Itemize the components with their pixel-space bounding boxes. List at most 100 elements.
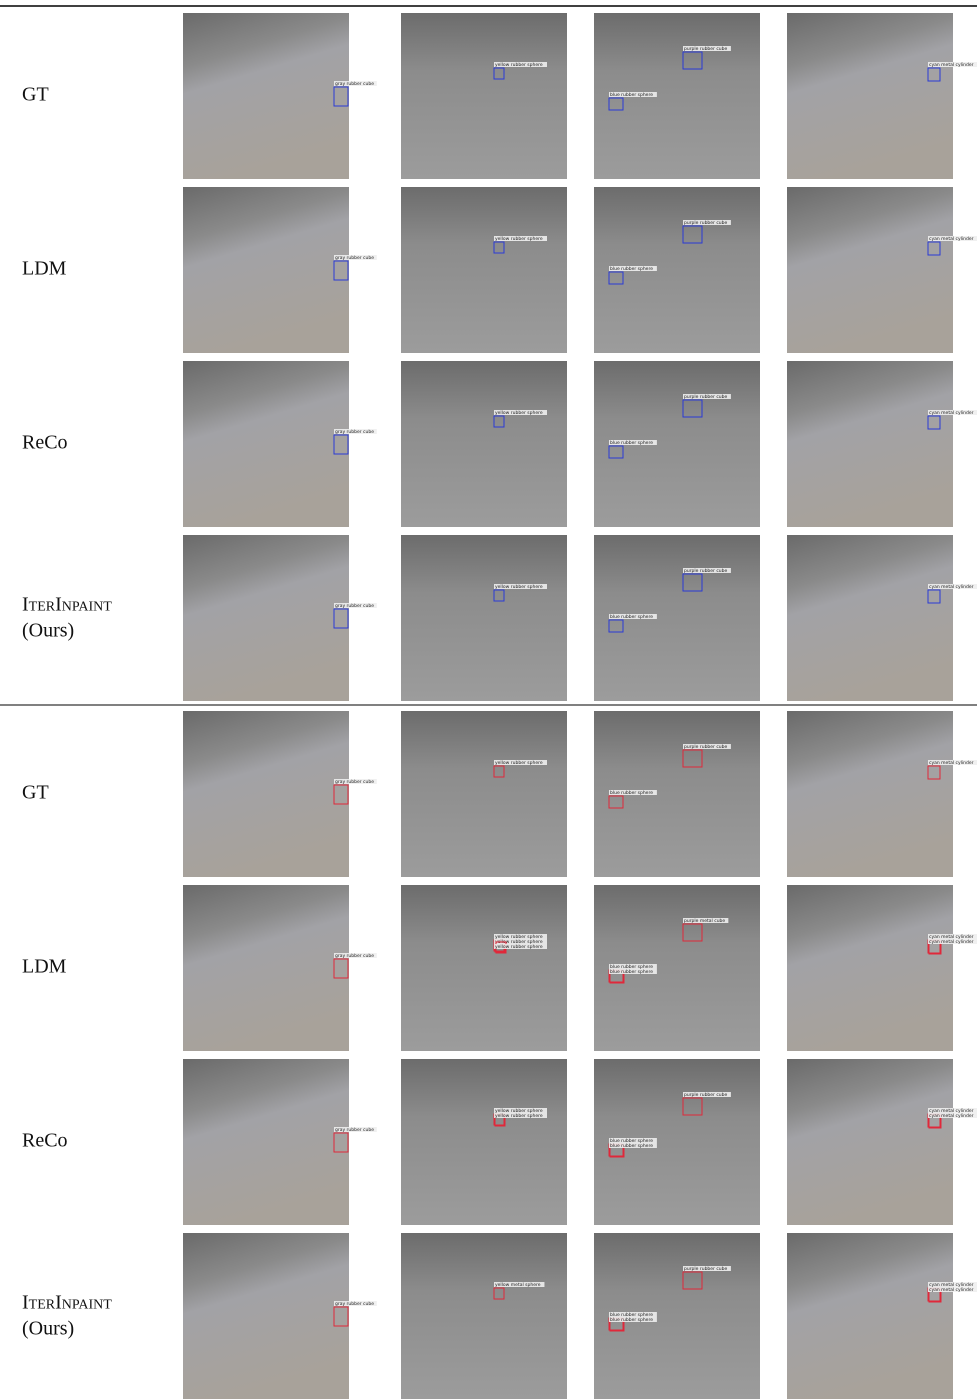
bounding-box (493, 415, 505, 428)
image-panel: gray rubber cube (183, 711, 377, 877)
box-label-bg (928, 62, 977, 67)
box-label-bg (494, 62, 547, 67)
box-label: blue rubber sphere (610, 790, 653, 796)
box-label: gray rubber cube (335, 81, 374, 87)
box-label-bg (494, 1113, 547, 1118)
image (401, 885, 567, 1051)
box-label-bg (609, 1143, 657, 1148)
bounding-box (682, 749, 703, 768)
image-panel: gray rubber cube (183, 1059, 377, 1225)
bounding-box (333, 784, 349, 805)
box-label: purple rubber cube (684, 568, 728, 574)
box-label: gray rubber cube (335, 1127, 374, 1133)
box-label: cyan metal cylinder (929, 410, 974, 416)
box-label: blue rubber sphere (610, 1317, 653, 1323)
box-label-bg (683, 220, 731, 225)
image-panel: yellow metal sphere (401, 1233, 567, 1399)
bounding-box (333, 958, 349, 979)
box-label-bg (683, 918, 729, 923)
box-label: gray rubber cube (335, 429, 374, 435)
box-label: gray rubber cube (335, 953, 374, 959)
bounding-box (493, 241, 505, 254)
box-label: yellow rubber sphere (495, 760, 543, 766)
box-label: purple rubber cube (684, 1266, 728, 1272)
image (401, 535, 567, 701)
box-label: cyan metal cylinder (929, 584, 974, 590)
image-panel: purple rubber cube blue rubber sphere (594, 13, 760, 179)
bounding-box (927, 765, 941, 780)
bounding-box (493, 67, 505, 80)
image-panel: yellow rubber sphere (401, 361, 567, 527)
row-note: (Ours) (22, 620, 74, 642)
box-label-bg (334, 81, 377, 86)
box-label-bg (928, 1108, 977, 1113)
image (401, 187, 567, 353)
box-label-bg (928, 934, 977, 939)
box-label: gray rubber cube (335, 779, 374, 785)
image-panel: purple rubber cube blue rubber sphere (594, 361, 760, 527)
box-label-bg (494, 236, 547, 241)
bounding-box (608, 445, 624, 459)
bounding-box (682, 573, 703, 592)
box-label: blue rubber sphere (610, 964, 653, 970)
box-label-bg (609, 790, 657, 795)
image (401, 1233, 567, 1399)
box-label: yellow rubber sphere (495, 62, 543, 68)
box-label-bg (609, 1138, 657, 1143)
image (401, 711, 567, 877)
image (401, 361, 567, 527)
box-label: cyan metal cylinder (929, 62, 974, 68)
box-label: blue rubber sphere (610, 614, 653, 620)
box-label: gray rubber cube (335, 603, 374, 609)
box-label: yellow rubber sphere (495, 934, 543, 940)
box-label-bg (334, 953, 377, 958)
bounding-box (682, 399, 703, 418)
box-label-bg (494, 944, 547, 949)
image (183, 1233, 349, 1399)
bounding-box (682, 225, 703, 244)
box-label: cyan metal cylinder (929, 1282, 974, 1288)
box-label: cyan metal cylinder (929, 236, 974, 242)
box-label-bg (928, 760, 977, 765)
bounding-box (927, 415, 941, 430)
box-label: gray rubber cube (335, 1301, 374, 1307)
image-panel: yellow rubber sphere (401, 13, 567, 179)
image-panel: gray rubber cube (183, 885, 377, 1051)
image-panel: yellow rubber sphere (401, 711, 567, 877)
image (787, 1059, 953, 1225)
box-label-bg (683, 46, 731, 51)
box-label: purple metal cube (684, 918, 725, 924)
bounding-box (493, 1287, 505, 1300)
box-label-bg (494, 584, 547, 589)
image (183, 535, 349, 701)
box-label: blue rubber sphere (610, 1312, 653, 1318)
box-label-bg (609, 969, 657, 974)
image-panel: yellow rubber sphere (401, 535, 567, 701)
bounding-box (682, 923, 703, 942)
box-label-bg (494, 760, 547, 765)
image-panel: purple rubber cube blue rubber sphere (594, 535, 760, 701)
box-label: cyan metal cylinder (929, 1287, 974, 1293)
box-label-bg (683, 394, 731, 399)
box-label: blue rubber sphere (610, 969, 653, 975)
image-panel: cyan metal cylinder (787, 361, 977, 527)
box-label: yellow rubber sphere (495, 236, 543, 242)
box-label-bg (334, 779, 377, 784)
image-panel: purple rubber cube blue rubber sphereblue… (594, 1059, 760, 1225)
box-label-bg (928, 1113, 977, 1118)
image (183, 885, 349, 1051)
box-label: blue rubber sphere (610, 1143, 653, 1149)
bounding-box (493, 589, 505, 602)
box-label: yellow rubber sphere (495, 939, 543, 945)
box-label: yellow rubber sphere (495, 944, 543, 950)
box-label-bg (494, 939, 547, 944)
row-label: LDM (22, 258, 67, 280)
box-label: purple rubber cube (684, 744, 728, 750)
box-label-bg (609, 614, 657, 619)
box-label-bg (494, 1282, 545, 1287)
image (787, 361, 953, 527)
box-label: cyan metal cylinder (929, 934, 974, 940)
